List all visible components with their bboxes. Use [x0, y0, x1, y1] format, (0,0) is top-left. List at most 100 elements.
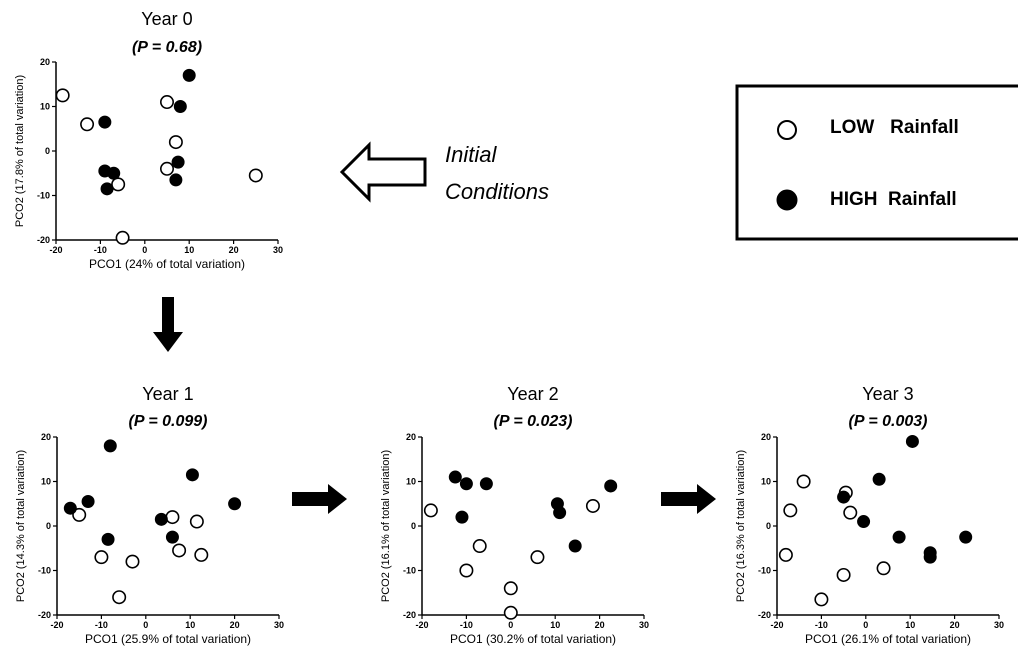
legend-low-label: LOW Rainfall — [830, 117, 959, 138]
high-rainfall-point — [837, 490, 851, 504]
low-rainfall-point — [503, 605, 518, 620]
x-tick-label: 0 — [508, 620, 513, 630]
high-rainfall-point — [455, 510, 469, 524]
low-rainfall-point — [814, 592, 829, 607]
low-rainfall-point — [165, 510, 180, 525]
panel-p-value: (P = 0.003) — [848, 413, 927, 430]
high-rainfall-point — [553, 506, 567, 520]
y-tick-label: 10 — [406, 477, 416, 487]
y-tick-label: -20 — [37, 235, 50, 245]
y-axis-label: PCO2 (14.3% of total variation) — [15, 450, 27, 602]
scatter-panel-2: Year 2 (P = 0.023) -20 -10 0 10 20 30 -20 -10 0 10 2… — [380, 384, 649, 646]
high-rainfall-point — [228, 497, 242, 511]
high-rainfall-point — [173, 100, 187, 113]
x-tick-label: -20 — [415, 620, 428, 630]
high-rainfall-point — [905, 434, 919, 448]
y-tick-label: 0 — [411, 521, 416, 531]
high-rainfall-point — [448, 470, 462, 484]
x-tick-label: -20 — [49, 245, 62, 255]
y-tick-label: 20 — [40, 57, 50, 67]
high-rainfall-point — [154, 512, 168, 526]
low-rainfall-point — [125, 554, 140, 569]
hollow-left-arrow-icon — [339, 141, 427, 203]
x-tick-label: 20 — [595, 620, 605, 630]
x-tick-label: 30 — [274, 620, 284, 630]
legend-high-marker-icon — [776, 189, 798, 211]
high-rainfall-point — [857, 515, 871, 529]
x-tick-label: 30 — [639, 620, 649, 630]
high-rainfall-point — [103, 439, 117, 453]
annotation-line-1: Initial — [445, 142, 497, 167]
low-rainfall-point — [115, 230, 130, 245]
scatter-panel-3: Year 3 (P = 0.003) -20 -10 0 10 20 30 -20 -10 0 10 2… — [735, 384, 1004, 646]
y-tick-label: -20 — [758, 610, 771, 620]
x-tick-label: -10 — [815, 620, 828, 630]
scatter-panel-1: Year 1 (P = 0.099) -20 -10 0 10 20 30 -20 -10 0 10 2… — [15, 384, 284, 646]
low-rainfall-point — [172, 543, 187, 558]
low-rainfall-point — [459, 563, 474, 578]
low-rainfall-point — [778, 547, 793, 562]
high-rainfall-point — [479, 477, 493, 491]
high-rainfall-point — [923, 550, 937, 564]
panel-title: Year 3 — [862, 384, 913, 404]
high-rainfall-point — [185, 468, 199, 482]
high-rainfall-point — [98, 115, 112, 129]
low-rainfall-point — [248, 168, 263, 183]
annotation-line-2: Conditions — [445, 179, 549, 204]
x-tick-label: 0 — [863, 620, 868, 630]
high-rainfall-point — [604, 479, 618, 493]
low-rainfall-point — [194, 547, 209, 562]
low-rainfall-point — [111, 177, 126, 192]
high-rainfall-point — [568, 539, 582, 553]
low-rainfall-point — [72, 507, 87, 522]
high-rainfall-point — [165, 530, 179, 544]
panel-p-value: (P = 0.68) — [132, 39, 202, 56]
y-tick-label: 10 — [40, 102, 50, 112]
y-tick-label: 0 — [46, 521, 51, 531]
y-tick-label: 0 — [766, 521, 771, 531]
high-rainfall-point — [100, 182, 114, 196]
panel-p-value: (P = 0.023) — [493, 413, 572, 430]
low-rainfall-point — [94, 550, 109, 565]
low-rainfall-point — [503, 581, 518, 596]
low-rainfall-point — [160, 161, 175, 176]
x-tick-label: 30 — [273, 245, 283, 255]
y-tick-label: 20 — [406, 432, 416, 442]
panel-title: Year 2 — [507, 384, 558, 404]
x-tick-label: 10 — [184, 245, 194, 255]
low-rainfall-point — [168, 135, 183, 150]
x-axis-label: PCO1 (26.1% of total variation) — [805, 632, 971, 646]
y-axis-label: PCO2 (16.3% of total variation) — [735, 450, 747, 602]
y-tick-label: -10 — [37, 191, 50, 201]
y-tick-label: -10 — [758, 566, 771, 576]
high-rainfall-point — [892, 530, 906, 544]
y-tick-label: 20 — [41, 432, 51, 442]
x-tick-label: 10 — [185, 620, 195, 630]
high-rainfall-point — [959, 530, 973, 544]
scatter-panel-0: Year 0 (P = 0.68) -20 -10 0 10 20 30 -20 -10 0 10 20… — [14, 9, 283, 271]
x-tick-label: -10 — [95, 620, 108, 630]
y-tick-label: -10 — [403, 566, 416, 576]
low-rainfall-point — [783, 503, 798, 518]
y-axis-label: PCO2 (17.8% of total variation) — [14, 75, 26, 227]
y-tick-label: 10 — [41, 477, 51, 487]
x-tick-label: 10 — [550, 620, 560, 630]
x-tick-label: -10 — [94, 245, 107, 255]
down-arrow-icon — [153, 297, 183, 352]
x-tick-label: 0 — [143, 620, 148, 630]
high-rainfall-point — [107, 166, 121, 180]
legend: LOW Rainfall HIGH Rainfall — [735, 84, 1018, 241]
high-rainfall-point — [182, 68, 196, 82]
y-tick-label: -20 — [38, 610, 51, 620]
high-rainfall-point — [169, 173, 183, 187]
high-rainfall-point — [101, 532, 115, 546]
x-axis-label: PCO1 (25.9% of total variation) — [85, 632, 251, 646]
low-rainfall-point — [876, 561, 891, 576]
low-rainfall-point — [836, 567, 851, 582]
x-tick-label: -10 — [460, 620, 473, 630]
right-arrow-icon — [661, 484, 716, 514]
low-rainfall-point — [585, 498, 600, 513]
low-rainfall-point — [843, 505, 858, 520]
low-rainfall-point — [55, 88, 70, 103]
